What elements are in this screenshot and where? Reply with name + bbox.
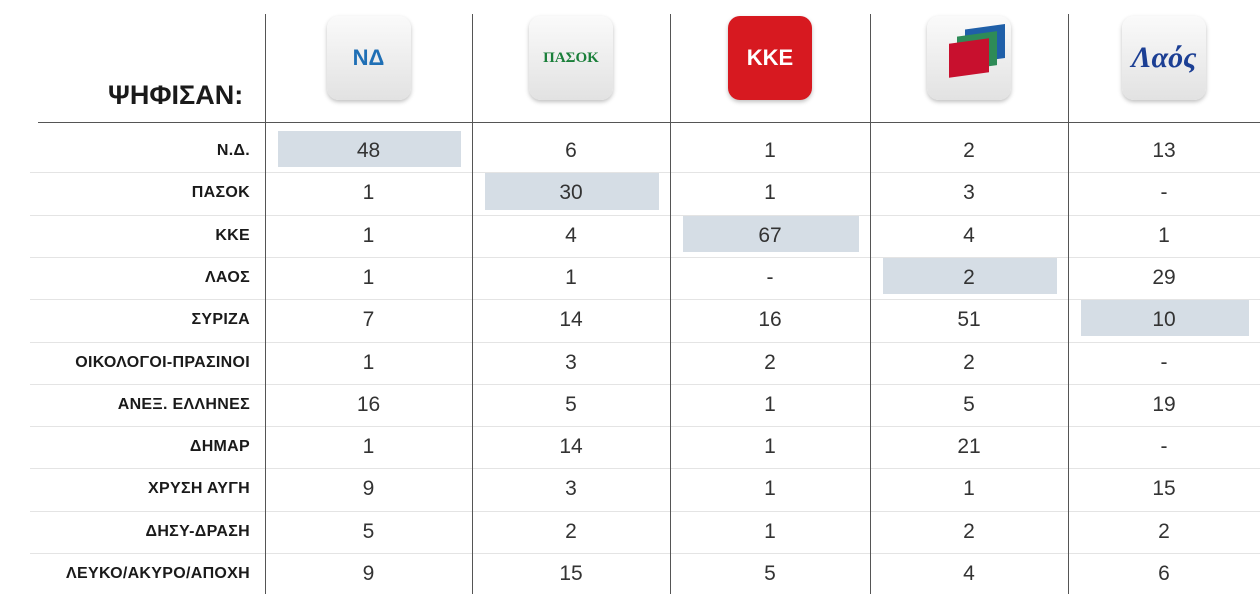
highlight-cell xyxy=(278,131,461,168)
cell-value: 13 xyxy=(1152,139,1176,162)
cell-value: 2 xyxy=(565,519,577,543)
row-rule xyxy=(30,214,1260,216)
header-rule xyxy=(38,122,1260,123)
cell-value: 4 xyxy=(963,223,975,247)
cell-value: 1 xyxy=(764,519,776,543)
cell-value: 2 xyxy=(963,265,975,289)
row-rule xyxy=(30,299,1260,301)
cell-value: - xyxy=(1160,435,1168,459)
cell-value: 1 xyxy=(764,139,776,162)
column-rule xyxy=(1068,14,1069,594)
cell-value: 3 xyxy=(565,350,577,374)
party-logo xyxy=(927,16,1011,100)
party-logo: Λαός xyxy=(1122,16,1206,100)
cell-value: 15 xyxy=(1152,477,1176,501)
cell-value: 21 xyxy=(957,435,981,459)
row-label: ΛΑΟΣ xyxy=(204,268,250,286)
row-rule xyxy=(30,468,1260,470)
row-label: ΧΡΥΣΗ ΑΥΓΗ xyxy=(148,480,250,498)
row-rule xyxy=(30,553,1260,554)
highlight-cell xyxy=(485,173,659,210)
cell-value: 9 xyxy=(362,562,375,585)
row-label: ΠΑΣΟΚ xyxy=(191,184,250,202)
row-label: Ν.Δ. xyxy=(216,142,250,159)
cell-value: 3 xyxy=(565,477,577,501)
cell-value: 1 xyxy=(565,265,577,289)
cell-value: 1 xyxy=(362,265,375,289)
row-label: ΟΙΚΟΛΟΓΟΙ-ΠΡΑΣΙΝΟΙ xyxy=(75,353,250,371)
cell-value: 1 xyxy=(764,392,776,416)
logo-flag xyxy=(949,38,989,78)
cell-value: 1 xyxy=(362,435,375,459)
cell-value: 14 xyxy=(559,435,583,459)
cell-value: 1 xyxy=(1158,223,1170,247)
cell-value: 3 xyxy=(963,181,975,205)
cell-value: - xyxy=(766,265,774,289)
cell-value: 6 xyxy=(565,139,577,162)
cell-value: 5 xyxy=(565,392,577,416)
highlight-cell xyxy=(683,215,859,252)
column-rule xyxy=(472,14,473,594)
cell-value: 16 xyxy=(758,308,782,332)
cell-value: 48 xyxy=(356,139,381,162)
cell-value: 7 xyxy=(362,308,375,332)
cell-value: 29 xyxy=(1152,265,1176,289)
row-rule xyxy=(30,172,1260,174)
cell-value: 2 xyxy=(764,350,776,374)
cell-value: 1 xyxy=(963,477,975,501)
row-rule xyxy=(30,256,1260,258)
row-label: ΔΗΜΑΡ xyxy=(189,438,250,456)
row-label: ΑΝΕΞ. ΕΛΛΗΝΕΣ xyxy=(117,395,250,413)
row-label: ΔΗΣΥ-ΔΡΑΣΗ xyxy=(145,522,250,540)
cell-value: 19 xyxy=(1152,392,1176,416)
cell-value: 1 xyxy=(362,350,375,374)
cell-value: 67 xyxy=(758,223,782,247)
cell-value: 15 xyxy=(559,562,583,585)
cell-value: 2 xyxy=(963,350,975,374)
column-rule xyxy=(870,14,871,594)
party-logo: ΠΑΣΟΚ xyxy=(529,16,613,100)
party-logo: ΚΚΕ xyxy=(728,16,812,100)
cell-value: 2 xyxy=(963,519,975,543)
cell-value: 9 xyxy=(362,477,375,501)
highlight-cell xyxy=(883,257,1057,295)
cell-value: 51 xyxy=(957,308,981,332)
cell-value: 10 xyxy=(1152,308,1176,332)
cell-value: 6 xyxy=(1158,562,1170,585)
cell-value: 30 xyxy=(559,181,583,205)
cell-value: 5 xyxy=(963,392,975,416)
row-rule xyxy=(30,510,1260,512)
cell-value: 5 xyxy=(362,519,375,543)
row-rule xyxy=(30,341,1260,343)
column-rule xyxy=(265,14,266,594)
cell-value: 16 xyxy=(356,392,381,416)
cell-value: 5 xyxy=(764,562,776,585)
column-rule xyxy=(670,14,671,594)
row-rule xyxy=(30,426,1260,428)
cell-value: 2 xyxy=(963,139,975,162)
row-label: ΚΚΕ xyxy=(215,226,250,244)
row-label: ΛΕΥΚΟ/ΑΚΥΡΟ/ΑΠΟΧΗ xyxy=(66,565,250,582)
cell-value: 1 xyxy=(764,181,776,205)
cell-value: 1 xyxy=(362,181,375,205)
cell-value: 2 xyxy=(1158,519,1170,543)
table-title: ΨΗΦΙΣΑΝ: xyxy=(108,80,244,110)
highlight-cell xyxy=(1081,300,1249,337)
row-rule xyxy=(30,383,1260,385)
cell-value: 1 xyxy=(362,223,375,247)
cell-value: 1 xyxy=(764,477,776,501)
party-logo: ΝΔ xyxy=(326,16,411,100)
cell-value: 4 xyxy=(963,562,975,585)
cell-value: - xyxy=(1160,181,1168,205)
cell-value: 14 xyxy=(559,308,583,332)
cell-value: 1 xyxy=(764,435,776,459)
row-label: ΣΥΡΙΖΑ xyxy=(191,311,250,329)
cell-value: 4 xyxy=(565,223,577,247)
cell-value: - xyxy=(1160,350,1168,374)
